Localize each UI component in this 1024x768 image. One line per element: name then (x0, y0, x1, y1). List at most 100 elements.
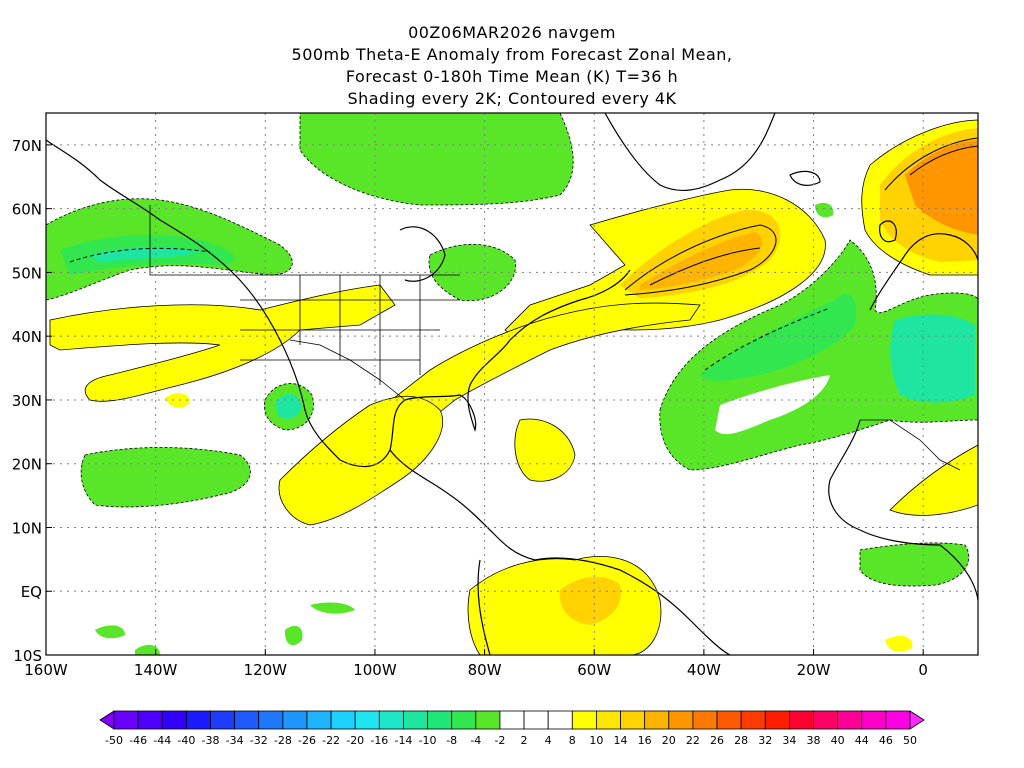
lat-tick-label: 10N (12, 519, 42, 537)
colorbar-swatch (330, 710, 356, 730)
negative-anomaly-tropical-pacific-2 (310, 602, 355, 614)
lon-tick-label: 40W (687, 661, 721, 679)
colorbar-swatch (258, 710, 284, 730)
lon-tick-label: 100W (353, 661, 397, 679)
colorbar-swatch (523, 710, 549, 730)
lon-tick-label: 160W (24, 661, 68, 679)
colorbar-swatch (668, 710, 694, 730)
negative-anomaly-atlantic-hole (715, 375, 830, 435)
colorbar-swatch (499, 710, 525, 730)
coast-greenland (604, 113, 776, 191)
negative-anomaly-iberia-core (890, 314, 975, 403)
contour-negative-east-atlantic (704, 307, 831, 371)
colorbar-high-arrow (909, 710, 925, 730)
negative-anomaly-baja-core (275, 394, 302, 419)
colorbar-swatch (113, 710, 139, 730)
contour-positive-ne-atlantic-12 (909, 145, 978, 176)
negative-anomaly-hudson (428, 243, 516, 302)
colorbar-swatch (644, 710, 670, 730)
colorbar-label: 32 (758, 734, 772, 747)
negative-anomaly-tropical-pacific-4 (135, 644, 160, 655)
map-frame (45, 112, 979, 656)
negative-anomaly-west-africa (859, 542, 970, 587)
lat-tick-label: 10S (13, 647, 42, 665)
grid (46, 113, 978, 655)
colorbar-swatch (234, 710, 260, 730)
colorbar-swatch (161, 710, 187, 730)
colorbar-swatch (282, 710, 308, 730)
colorbar-label: 44 (855, 734, 869, 747)
colorbar-swatch (451, 710, 477, 730)
negative-anomaly-ne-pacific-inner (90, 247, 200, 262)
positive-anomaly-caribbean (514, 418, 576, 482)
colorbar-label: 16 (638, 734, 652, 747)
colorbar-label: -44 (153, 734, 171, 747)
lon-tick-label: 60W (577, 661, 611, 679)
coast-gulf-of-mexico (339, 269, 631, 468)
colorbar-swatch (137, 710, 163, 730)
colorbar-label: -46 (129, 734, 147, 747)
colorbar-swatch (306, 710, 332, 730)
lon-tick-label: 0 (918, 661, 928, 679)
lat-tick-label: EQ (21, 583, 42, 601)
colorbar-label: 22 (686, 734, 700, 747)
colorbar-swatch (740, 710, 766, 730)
colorbar-swatch (403, 710, 428, 730)
colorbar-label: -14 (394, 734, 412, 747)
lat-tick-label: 70N (12, 137, 42, 155)
colorbar-label: 50 (903, 734, 917, 747)
colorbar-label: 14 (614, 734, 628, 747)
colorbar-label: -32 (250, 734, 268, 747)
negative-anomaly-east-atlantic-core (700, 294, 857, 381)
negative-anomaly-subtropical-pacific (80, 447, 251, 508)
colorbar-swatch (716, 710, 742, 730)
colorbar-label: 20 (662, 734, 676, 747)
colorbar-label: 40 (831, 734, 845, 747)
lon-tick-label: 80W (468, 661, 502, 679)
border-africa-north (860, 419, 961, 471)
colorbar-label: -40 (177, 734, 195, 747)
negative-anomaly-tropical-pacific-3 (284, 625, 303, 646)
coast-africa (828, 419, 978, 601)
positive-anomaly-south-america-core (559, 576, 621, 625)
anomaly-shading (46, 113, 978, 655)
colorbar-label: 4 (545, 734, 552, 747)
contour-lines (69, 137, 978, 371)
colorbar-label: -4 (470, 734, 481, 747)
coast-central-america (389, 449, 536, 561)
coast-europe (869, 233, 978, 311)
colorbar-swatch (861, 710, 887, 730)
lat-tick-labels: 70N 60N 50N 40N 30N 20N 10N EQ 10S (12, 137, 52, 665)
colorbar-label: -2 (494, 734, 505, 747)
colorbar-label: -10 (419, 734, 437, 747)
colorbar-swatch (620, 710, 646, 730)
border-us-states (240, 275, 460, 385)
colorbar-swatch (813, 710, 839, 730)
colorbar-label: -8 (446, 734, 457, 747)
colorbar-swatch (596, 710, 621, 730)
positive-anomaly-gulf-guinea (885, 635, 913, 652)
negative-anomaly-gulf-alaska-dot (815, 202, 834, 218)
negative-anomaly-tropical-pacific-1 (95, 625, 125, 639)
plot-title: 00Z06MAR2026 navgem 500mb Theta-E Anomal… (0, 22, 1024, 110)
lon-tick-label: 20W (797, 661, 831, 679)
colorbar-label: -22 (322, 734, 340, 747)
colorbar-swatch (885, 710, 911, 730)
lon-tick-label: 120W (244, 661, 288, 679)
title-line-3: Forecast 0-180h Time Mean (K) T=36 h (345, 67, 679, 86)
colorbar-label: 28 (734, 734, 748, 747)
colorbar-swatch (378, 710, 404, 730)
colorbar-label: 46 (879, 734, 893, 747)
lon-tick-labels: 160W 140W 120W 100W 80W 60W 40W 20W 0 (24, 649, 928, 679)
colorbar-label: -16 (370, 734, 388, 747)
colorbar-label: -28 (274, 734, 292, 747)
coast-british-isles (879, 220, 897, 243)
colorbar-label: 26 (710, 734, 724, 747)
colorbar-swatch (837, 710, 863, 730)
colorbar-swatch (210, 710, 236, 730)
lat-tick-label: 50N (12, 264, 42, 282)
political-borders (149, 205, 961, 471)
colorbar-swatch (475, 710, 501, 730)
colorbar-label: 8 (569, 734, 576, 747)
